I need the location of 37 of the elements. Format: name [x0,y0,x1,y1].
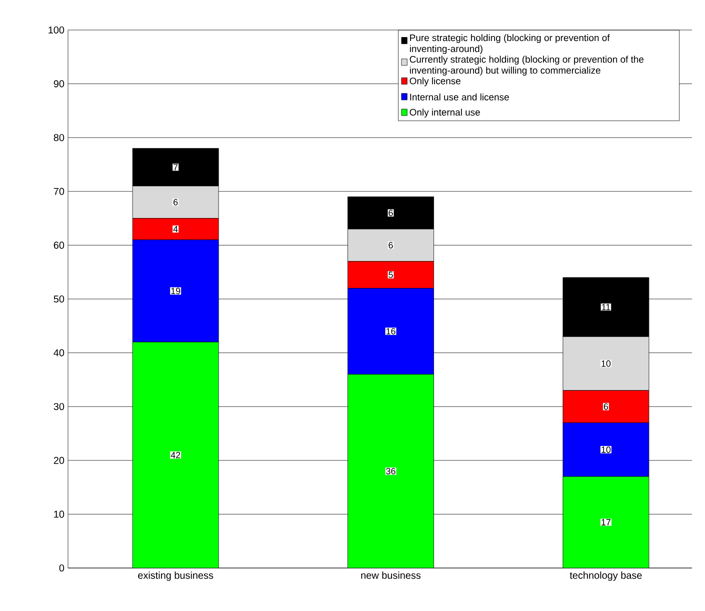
y-tick-label: 0 [59,564,64,572]
data-label: 17 [602,519,610,526]
x-tick-label: technology base [570,572,642,581]
y-tick-label: 40 [54,349,64,356]
y-tick-label: 100 [48,26,64,34]
x-tick-label: existing business [138,572,214,581]
legend-label: Only internal use [410,108,480,118]
data-label: 36 [386,468,396,474]
legend-label: Internal use and license [410,93,509,100]
y-tick-label: 80 [54,134,64,142]
y-tick-label: 50 [54,295,64,303]
bar [132,342,219,568]
data-label: 6 [174,198,178,206]
legend-label: Currently strategic holding (blocking or prevention of the inventing-around) but willing to commercialize [410,56,644,76]
data-label: 4 [173,226,178,232]
y-tick-label: 30 [54,403,64,410]
data-label: 6 [388,210,393,216]
bar [562,476,650,568]
data-label: 42 [170,452,180,458]
legend-label: Pure strategic holding (blocking or prevention of inventing-around) [410,34,610,54]
y-tick-label: 60 [54,242,64,249]
data-label: 11 [602,304,610,310]
data-label: 19 [171,288,180,294]
data-label: 10 [602,446,611,453]
data-label: 7 [174,164,178,170]
y-tick-label: 10 [54,510,64,518]
data-label: 16 [386,328,396,334]
y-tick-label: 70 [54,188,64,195]
x-tick-label: new business [361,572,421,579]
y-tick-label: 20 [54,456,64,464]
data-label: 5 [388,272,393,278]
data-label: 10 [602,360,611,367]
legend-label: Only license [410,77,460,86]
y-tick-label: 90 [54,80,64,88]
data-label: 6 [604,403,608,410]
bar [348,374,434,568]
data-label: 6 [388,242,393,248]
